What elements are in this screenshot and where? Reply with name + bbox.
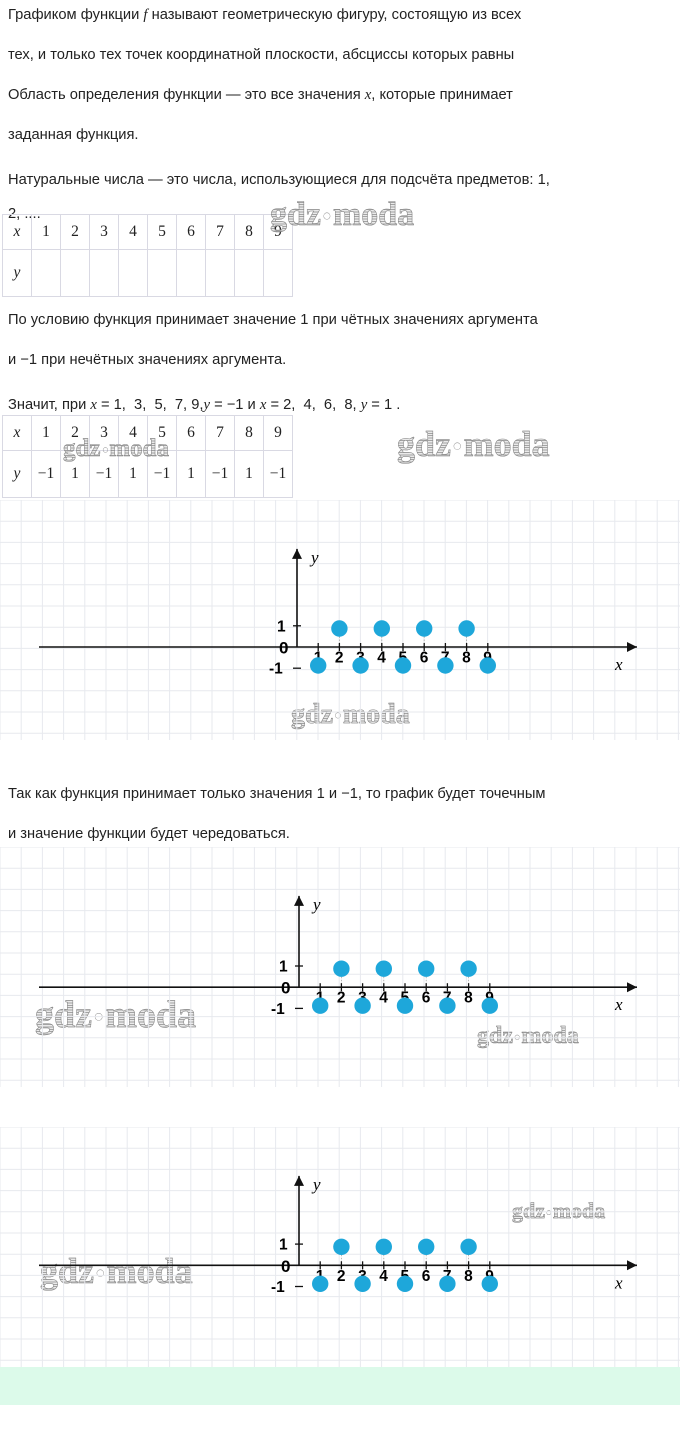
svg-text:x: x: [614, 655, 623, 674]
svg-text:6: 6: [422, 1268, 431, 1285]
svg-text:4: 4: [379, 990, 388, 1007]
svg-text:-1: -1: [271, 1279, 285, 1296]
svg-text:1: 1: [279, 959, 288, 976]
svg-text:-1: -1: [269, 661, 283, 678]
svg-text:x: x: [614, 995, 623, 1014]
svg-text:0: 0: [281, 979, 290, 998]
svg-text:-1: -1: [271, 1001, 285, 1018]
svg-text:6: 6: [422, 990, 431, 1007]
svg-text:4: 4: [379, 1268, 388, 1285]
svg-text:0: 0: [281, 1257, 290, 1276]
svg-text:1: 1: [279, 1237, 288, 1254]
svg-text:2: 2: [335, 650, 344, 667]
svg-text:2: 2: [337, 990, 346, 1007]
svg-text:y: y: [311, 895, 321, 914]
svg-text:2: 2: [337, 1268, 346, 1285]
svg-text:0: 0: [279, 639, 288, 658]
svg-text:y: y: [309, 548, 319, 567]
svg-text:8: 8: [462, 650, 471, 667]
svg-text:8: 8: [464, 1268, 473, 1285]
svg-text:y: y: [311, 1175, 321, 1194]
svg-text:8: 8: [464, 990, 473, 1007]
svg-text:6: 6: [420, 650, 429, 667]
svg-text:x: x: [614, 1273, 623, 1292]
svg-text:4: 4: [377, 650, 386, 667]
svg-text:1: 1: [277, 618, 286, 635]
